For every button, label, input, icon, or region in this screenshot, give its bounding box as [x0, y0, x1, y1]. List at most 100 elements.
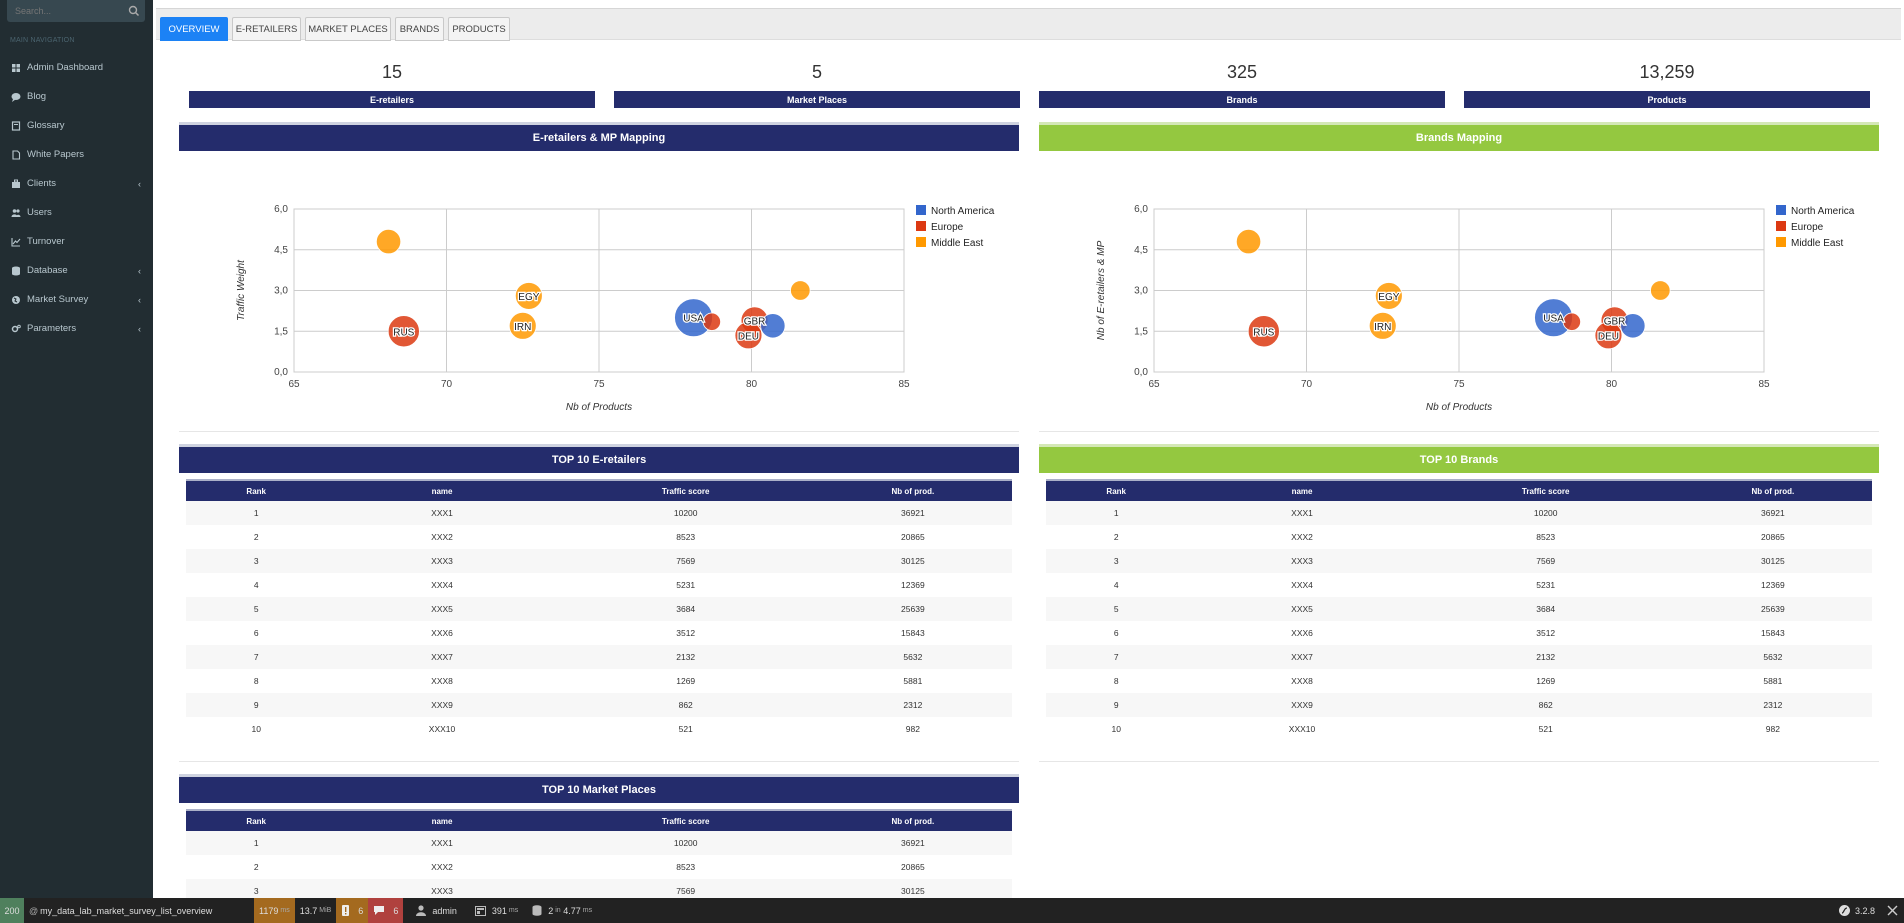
sidebar-item-turnover[interactable]: Turnover: [0, 227, 153, 256]
bubble-point[interactable]: [514, 282, 543, 310]
table-header-cell[interactable]: Nb of prod.: [1673, 479, 1872, 501]
table-cell: 8: [1113, 676, 1119, 686]
sidebar-item-glossary[interactable]: Glossary: [0, 111, 153, 140]
table-header-cell[interactable]: Rank: [186, 479, 327, 501]
table-row[interactable]: 4 XXX4 5231 12369: [186, 573, 1012, 597]
bubble-point[interactable]: [387, 315, 420, 348]
table-row[interactable]: 5 XXX5 3684 25639: [1046, 597, 1872, 621]
table-cell: 2312: [1673, 693, 1872, 717]
table-header-cell[interactable]: Rank: [186, 809, 327, 831]
sidebar-item-parameters[interactable]: Parameters ‹: [0, 314, 153, 343]
search-icon[interactable]: [127, 4, 141, 18]
tab-products[interactable]: PRODUCTS: [448, 17, 510, 41]
legend-label[interactable]: Middle East: [1791, 238, 1843, 249]
table-header-cell[interactable]: Nb of prod.: [813, 809, 1012, 831]
table-row[interactable]: 4 XXX4 5231 12369: [1046, 573, 1872, 597]
user-name: admin: [432, 905, 457, 916]
bubble-point[interactable]: [1594, 321, 1623, 350]
legend-label[interactable]: Europe: [931, 222, 964, 233]
table-cell: XXX3: [1186, 549, 1418, 573]
legend-label[interactable]: North America: [931, 206, 995, 217]
bubble-point[interactable]: [1620, 313, 1646, 339]
symfony-version[interactable]: 3.2.8: [1834, 898, 1880, 923]
db-queries[interactable]: 2 in 4.77 ms: [527, 898, 597, 923]
memory-usage[interactable]: 13.7 MiB: [295, 898, 337, 923]
table-row[interactable]: 6 XXX6 3512 15843: [1046, 621, 1872, 645]
sidebar-item-users[interactable]: Users: [0, 198, 153, 227]
bubble-point[interactable]: [1368, 311, 1397, 340]
table-row[interactable]: 7 XXX7 2132 5632: [1046, 645, 1872, 669]
bubble-point[interactable]: [508, 311, 537, 340]
bubble-point[interactable]: [1650, 280, 1671, 301]
table-row[interactable]: 10 XXX10 521 982: [1046, 717, 1872, 741]
table-header-cell[interactable]: name: [326, 479, 558, 501]
table-header-cell[interactable]: Traffic score: [1417, 479, 1674, 501]
table-header-cell[interactable]: name: [1186, 479, 1418, 501]
close-toolbar-button[interactable]: [1880, 898, 1904, 923]
table-row[interactable]: 9 XXX9 862 2312: [186, 693, 1012, 717]
tab-brands[interactable]: BRANDS: [395, 17, 444, 41]
table-header-cell[interactable]: Rank: [1046, 479, 1187, 501]
table-row[interactable]: 7 XXX7 2132 5632: [186, 645, 1012, 669]
bubble-point[interactable]: [1247, 315, 1280, 348]
table-row[interactable]: 9 XXX9 862 2312: [1046, 693, 1872, 717]
sidebar-item-clients[interactable]: Clients ‹: [0, 169, 153, 198]
table-header-cell[interactable]: name: [326, 809, 558, 831]
warnings-counter[interactable]: 6: [336, 898, 369, 923]
legend-label[interactable]: Europe: [1791, 222, 1824, 233]
bubble-point[interactable]: [702, 312, 721, 331]
table-row[interactable]: 8 XXX8 1269 5881: [186, 669, 1012, 693]
table-header-cell[interactable]: Nb of prod.: [813, 479, 1012, 501]
table-cell: 862: [1417, 693, 1674, 717]
sidebar-item-database[interactable]: Database ‹: [0, 256, 153, 285]
legend-label[interactable]: North America: [1791, 206, 1855, 217]
chat-icon: [11, 92, 21, 102]
sidebar-item-admin-dashboard[interactable]: Admin Dashboard: [0, 53, 153, 82]
sidebar-item-label: Blog: [27, 91, 47, 102]
table-row[interactable]: 6 XXX6 3512 15843: [186, 621, 1012, 645]
bubble-point[interactable]: [760, 313, 786, 339]
sidebar-item-blog[interactable]: Blog: [0, 82, 153, 111]
sidebar-item-label: Users: [27, 207, 52, 218]
table-row[interactable]: 2 XXX2 8523 20865: [1046, 525, 1872, 549]
table-header-cell[interactable]: Traffic score: [557, 479, 814, 501]
bubble-point[interactable]: [790, 280, 811, 301]
status-code-badge[interactable]: 200: [0, 898, 24, 923]
tab-market-places[interactable]: MARKET PLACES: [305, 17, 391, 41]
render-time[interactable]: 391 ms: [470, 898, 523, 923]
bubble-point[interactable]: [375, 228, 402, 255]
legend-label[interactable]: Middle East: [931, 238, 983, 249]
tab-e-retailers[interactable]: E-RETAILERS: [232, 17, 301, 41]
search-input[interactable]: [7, 0, 119, 22]
table-header-cell[interactable]: Traffic score: [557, 809, 814, 831]
table-row[interactable]: 1 XXX1 10200 36921: [186, 831, 1012, 855]
table-cell: XXX9: [1186, 693, 1418, 717]
bubble-point[interactable]: [1235, 228, 1262, 255]
bubble-label: GBR: [1604, 316, 1626, 327]
db-time-unit: ms: [582, 907, 593, 914]
bubble-point[interactable]: [1374, 282, 1403, 310]
table-cell: 20865: [1761, 532, 1785, 542]
route-name[interactable]: @ my_data_lab_market_survey_list_overvie…: [24, 898, 254, 923]
table-row[interactable]: 3 XXX3 7569 30125: [186, 549, 1012, 573]
table-row[interactable]: 1 XXX1 10200 36921: [186, 501, 1012, 525]
table-row[interactable]: 5 XXX5 3684 25639: [186, 597, 1012, 621]
panel-divider: [179, 761, 1019, 762]
table-row[interactable]: 1 XXX1 10200 36921: [1046, 501, 1872, 525]
table-row[interactable]: 10 XXX10 521 982: [186, 717, 1012, 741]
table-row[interactable]: 2 XXX2 8523 20865: [186, 855, 1012, 879]
bubble-point[interactable]: [734, 321, 763, 350]
x-tick-label: 85: [898, 379, 910, 390]
user-info[interactable]: admin: [411, 898, 462, 923]
errors-counter[interactable]: 6: [368, 898, 404, 923]
table-row[interactable]: 8 XXX8 1269 5881: [1046, 669, 1872, 693]
sidebar-item-market-survey[interactable]: Market Survey ‹: [0, 285, 153, 314]
request-time[interactable]: 1179 ms: [254, 898, 295, 923]
bubble-point[interactable]: [1562, 312, 1581, 331]
table-row[interactable]: 2 XXX2 8523 20865: [186, 525, 1012, 549]
chevron-left-icon: ‹: [138, 295, 141, 305]
request-time-unit: ms: [280, 907, 290, 914]
table-row[interactable]: 3 XXX3 7569 30125: [1046, 549, 1872, 573]
tab-overview[interactable]: OVERVIEW: [160, 17, 228, 41]
sidebar-item-white-papers[interactable]: White Papers: [0, 140, 153, 169]
